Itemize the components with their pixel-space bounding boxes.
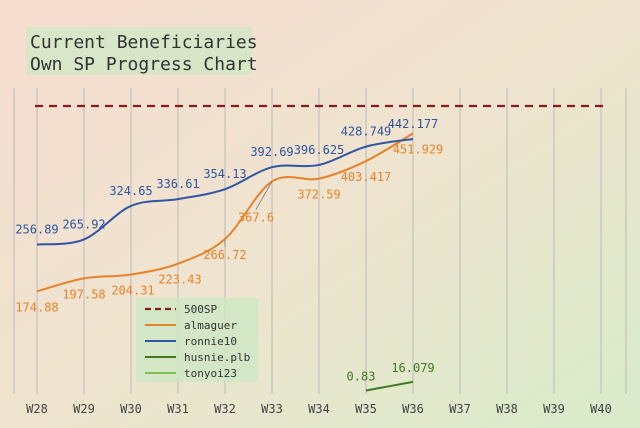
x-tick-label: W32 [214,402,236,416]
data-label: 223.43 [158,273,201,287]
legend: 500SP almaguer ronnie10 husnie.plb tonyoi23 [136,298,258,382]
x-tick-label: W30 [120,402,142,416]
legend-label: 500SP [184,303,217,316]
x-tick-label: W28 [26,402,48,416]
data-label: 372.59 [297,188,340,202]
chart-title-line-1: Current Beneficiaries [30,32,258,53]
x-tick-label: W37 [449,402,471,416]
x-tick-label: W34 [308,402,330,416]
chart-title-background [26,27,252,75]
x-tick-label: W35 [355,402,377,416]
x-tick-label: W33 [261,402,283,416]
data-label: 336.61 [156,177,199,191]
series-line-almaguer [36,132,414,293]
x-tick-label: W36 [402,402,424,416]
data-label: 442.177 [388,117,439,131]
chart-title-group: Current Beneficiaries Own SP Progress Ch… [26,27,258,75]
legend-label: husnie.plb [184,351,250,364]
data-label: 266.72 [203,248,246,262]
data-label: 396.625 [294,143,345,157]
legend-label: tonyoi23 [184,367,237,380]
data-label: 204.31 [111,284,154,298]
data-label: 324.65 [109,184,152,198]
data-label: 16.079 [391,361,434,375]
data-label: 265.92 [62,217,105,231]
data-label: 0.83 [347,370,376,384]
legend-label: ronnie10 [184,335,237,348]
chart-title-line-2: Own SP Progress Chart [30,54,258,75]
x-tick-label: W31 [167,402,189,416]
legend-label: almaguer [184,319,237,332]
data-label-leader [255,181,273,210]
data-label: 403.417 [341,170,392,184]
data-label: 392.69 [250,145,293,159]
series-group [36,132,414,392]
data-label: 174.88 [15,300,58,314]
x-tick-label: W38 [496,402,518,416]
series-line-husnie-plb [365,380,414,392]
series-line-ronnie10 [36,137,414,246]
x-tick-label: W29 [73,402,95,416]
x-tick-label: W40 [590,402,612,416]
x-axis-ticks: W28 W29 W30 W31 W32 W33 W34 W35 W36 W37 W38 W39 W40 [26,402,612,416]
data-label: 428.749 [341,125,392,139]
data-label: 256.89 [15,223,58,237]
data-label: 354.13 [203,167,246,181]
x-tick-label: W39 [543,402,565,416]
data-label: 367.6 [238,210,274,224]
data-label: 197.58 [62,287,105,301]
data-label: 451.929 [393,142,444,156]
